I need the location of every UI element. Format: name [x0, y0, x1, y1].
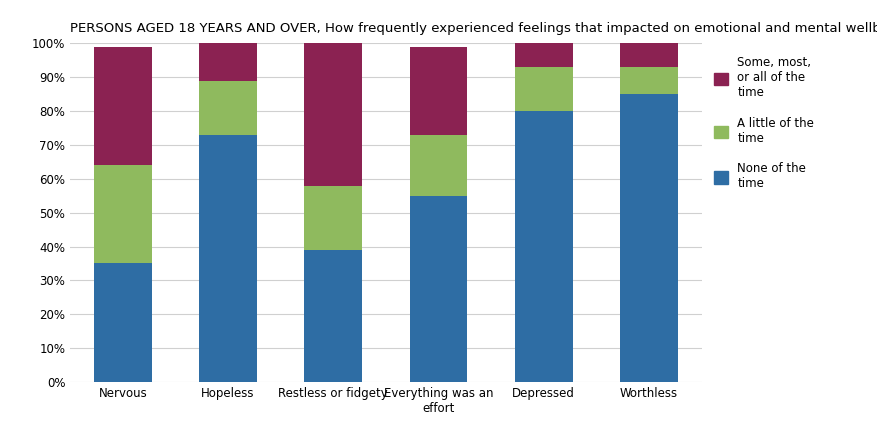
- Bar: [620, 67, 678, 94]
- Legend: Some, most,
or all of the
time, A little of the
time, None of the
time: Some, most, or all of the time, A little…: [714, 56, 815, 191]
- Bar: [94, 263, 152, 382]
- Bar: [410, 47, 467, 135]
- Bar: [94, 165, 152, 263]
- Bar: [515, 43, 573, 67]
- Bar: [199, 43, 257, 81]
- Bar: [515, 111, 573, 382]
- Bar: [304, 250, 362, 382]
- Bar: [620, 94, 678, 382]
- Bar: [199, 81, 257, 135]
- Bar: [410, 196, 467, 382]
- Bar: [94, 47, 152, 165]
- Bar: [515, 67, 573, 111]
- Bar: [304, 43, 362, 186]
- Bar: [620, 43, 678, 67]
- Text: PERSONS AGED 18 YEARS AND OVER, How frequently experienced feelings that impacte: PERSONS AGED 18 YEARS AND OVER, How freq…: [70, 22, 877, 35]
- Bar: [199, 135, 257, 382]
- Bar: [304, 186, 362, 250]
- Bar: [410, 135, 467, 196]
